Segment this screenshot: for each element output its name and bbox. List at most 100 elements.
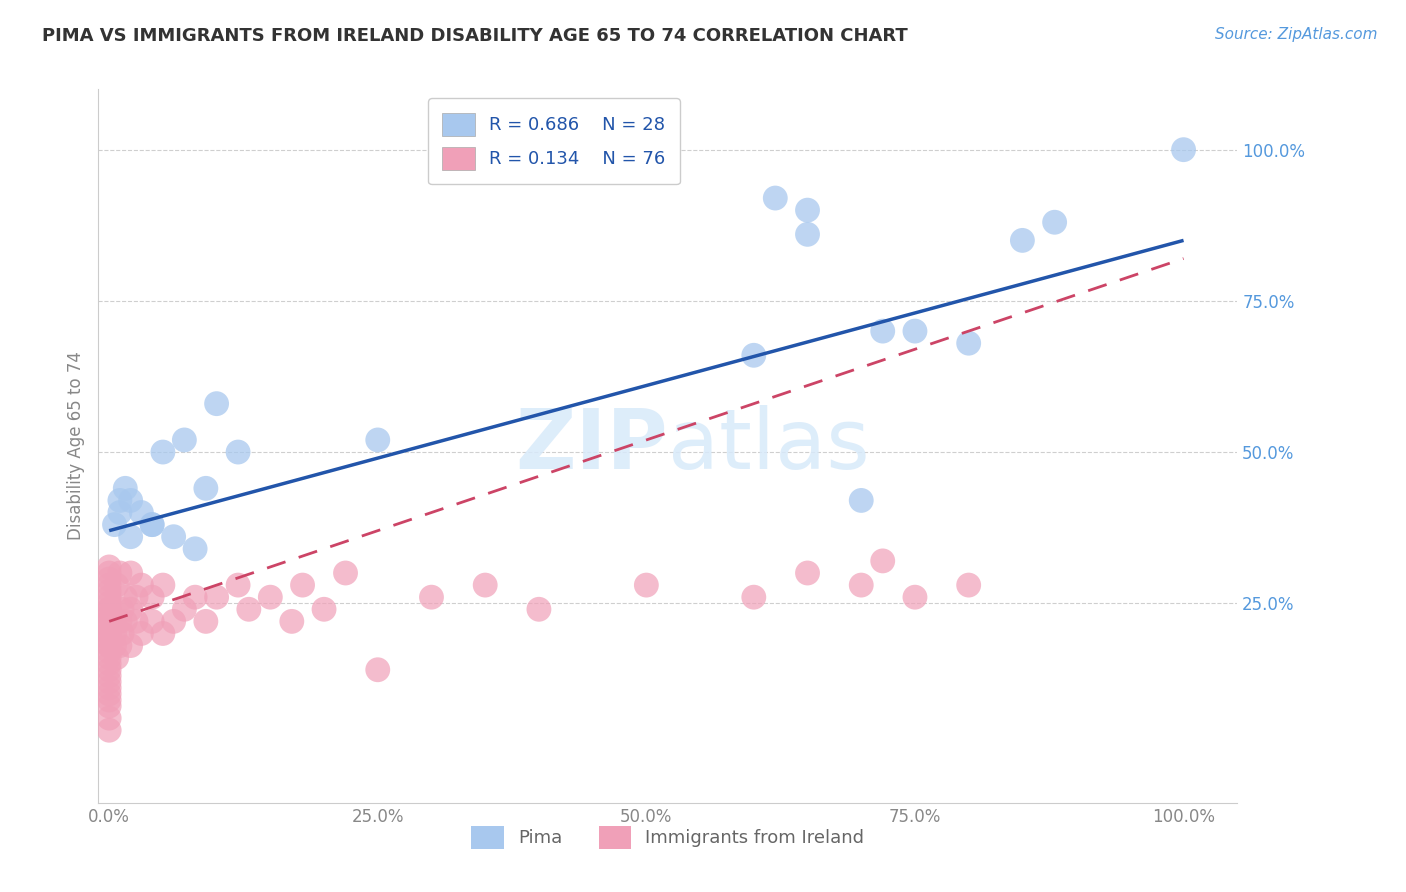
Point [141,615,163,629]
Point [173,433,195,447]
Point [131,506,153,520]
Point [98,596,121,610]
Point [904,324,927,338]
Point [259,590,281,604]
Point [111,602,134,616]
Point [98,584,121,599]
Point [291,578,314,592]
Point [98,639,121,653]
Point [98,566,121,580]
Point [162,615,184,629]
Point [125,615,148,629]
Point [98,693,121,707]
Point [108,506,131,520]
Point [114,615,136,629]
Point [98,572,121,586]
Point [98,608,121,623]
Point [98,560,121,574]
Point [98,650,121,665]
Point [98,615,121,629]
Point [98,602,121,616]
Point [98,578,121,592]
Point [173,602,195,616]
Point [184,541,207,556]
Point [98,645,121,659]
Point [367,433,389,447]
Point [114,481,136,495]
Point [796,227,818,242]
Text: PIMA VS IMMIGRANTS FROM IRELAND DISABILITY AGE 65 TO 74 CORRELATION CHART: PIMA VS IMMIGRANTS FROM IRELAND DISABILI… [42,27,908,45]
Point [226,578,249,592]
Point [98,615,121,629]
Point [335,566,357,580]
Point [226,445,249,459]
Point [1043,215,1066,229]
Point [98,632,121,647]
Point [742,590,765,604]
Point [98,626,121,640]
Point [120,493,142,508]
Point [194,615,217,629]
Point [120,530,142,544]
Text: atlas: atlas [668,406,869,486]
Point [98,620,121,634]
Point [125,590,148,604]
Point [98,669,121,683]
Point [103,626,125,640]
Point [98,674,121,689]
Point [120,602,142,616]
Point [98,681,121,695]
Point [367,663,389,677]
Point [238,602,260,616]
Point [108,615,131,629]
Point [420,590,443,604]
Point [851,493,873,508]
Point [114,590,136,604]
Y-axis label: Disability Age 65 to 74: Disability Age 65 to 74 [66,351,84,541]
Point [152,626,174,640]
Point [162,530,184,544]
Point [98,663,121,677]
Point [312,602,335,616]
Point [194,481,217,495]
Point [281,615,304,629]
Point [851,578,873,592]
Point [131,626,153,640]
Point [184,590,207,604]
Point [98,639,121,653]
Point [872,324,894,338]
Point [103,517,125,532]
Point [141,517,163,532]
Point [474,578,496,592]
Point [205,590,228,604]
Point [98,699,121,714]
Point [957,336,980,351]
Point [904,590,927,604]
Point [120,639,142,653]
Point [205,397,228,411]
Point [98,711,121,725]
Point [108,639,131,653]
Point [131,578,153,592]
Point [957,578,980,592]
Point [872,554,894,568]
Point [98,626,121,640]
Point [98,590,121,604]
Point [527,602,550,616]
Point [103,639,125,653]
Point [636,578,658,592]
Point [98,602,121,616]
Point [141,590,163,604]
Point [141,517,163,532]
Point [98,657,121,671]
Point [1011,233,1033,247]
Point [105,578,128,592]
Point [105,650,128,665]
Point [108,566,131,580]
Point [152,445,174,459]
Point [152,578,174,592]
Point [742,348,765,362]
Text: ZIP: ZIP [516,406,668,486]
Point [796,566,818,580]
Point [120,566,142,580]
